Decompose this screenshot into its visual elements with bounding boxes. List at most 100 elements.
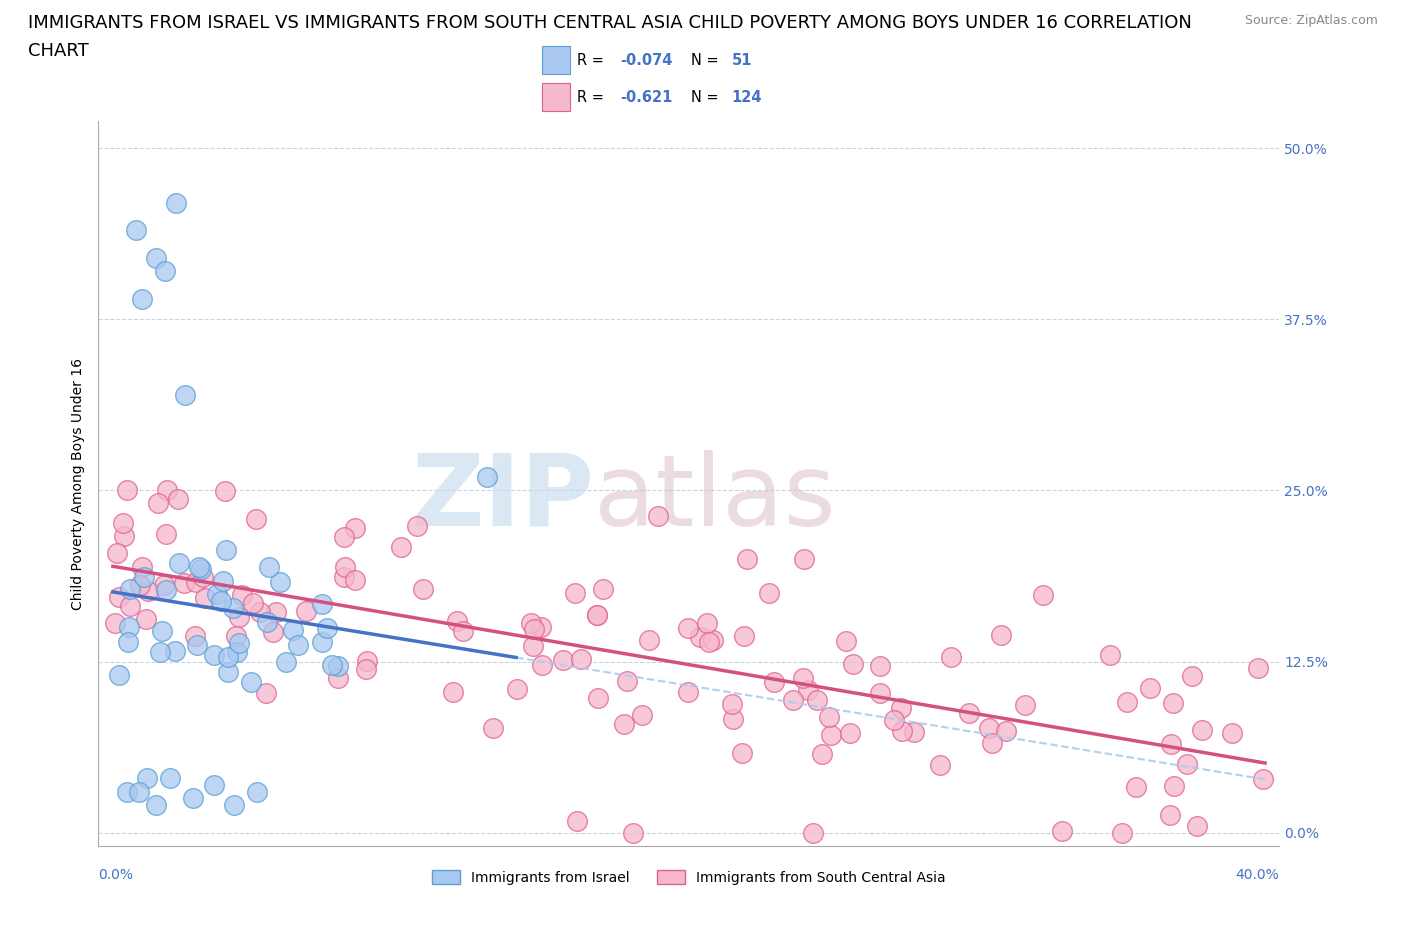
Point [735, 551, 758, 566]
Point [104, 616, 127, 631]
Point [222, 601, 245, 616]
Point [1159, 808, 1181, 823]
Point [1161, 696, 1184, 711]
Point [806, 692, 828, 707]
Point [1163, 779, 1185, 794]
Point [758, 586, 780, 601]
Point [211, 574, 233, 589]
Point [762, 674, 785, 689]
Point [187, 559, 209, 574]
Point [523, 621, 546, 636]
Point [120, 581, 142, 596]
Point [112, 515, 135, 530]
Point [702, 632, 724, 647]
Point [721, 697, 744, 711]
Point [274, 655, 297, 670]
Text: Source: ZipAtlas.com: Source: ZipAtlas.com [1244, 14, 1378, 27]
Point [354, 661, 377, 676]
Point [569, 652, 592, 667]
Point [797, 683, 820, 698]
Bar [541, 46, 569, 74]
Text: 0.0%: 0.0% [98, 868, 134, 882]
Point [333, 530, 356, 545]
Point [890, 700, 912, 715]
Point [520, 616, 543, 631]
Point [165, 195, 187, 210]
Point [245, 512, 267, 526]
Point [136, 584, 159, 599]
Point [733, 629, 755, 644]
Point [676, 684, 699, 699]
Point [406, 519, 429, 534]
Point [1139, 680, 1161, 695]
Point [264, 604, 287, 619]
Point [482, 721, 505, 736]
Point [820, 728, 842, 743]
Legend: Immigrants from Israel, Immigrants from South Central Asia: Immigrants from Israel, Immigrants from … [426, 864, 952, 890]
Point [294, 604, 316, 618]
Point [311, 635, 333, 650]
Text: ZIP: ZIP [412, 449, 595, 547]
Text: R =: R = [578, 89, 609, 104]
Point [696, 616, 718, 631]
Point [190, 562, 212, 577]
Point [115, 483, 138, 498]
Point [332, 569, 354, 584]
Point [191, 569, 214, 584]
Point [186, 637, 208, 652]
Point [163, 644, 186, 658]
Point [326, 671, 349, 685]
Text: CHART: CHART [28, 42, 89, 60]
Point [1050, 823, 1073, 838]
Point [1175, 756, 1198, 771]
Point [451, 623, 474, 638]
Point [125, 223, 148, 238]
Point [835, 633, 858, 648]
Text: N =: N = [692, 89, 724, 104]
Point [281, 622, 304, 637]
Point [1253, 772, 1275, 787]
Point [731, 746, 754, 761]
Point [222, 798, 245, 813]
Point [214, 483, 236, 498]
Point [613, 717, 636, 732]
Text: 40.0%: 40.0% [1236, 868, 1279, 882]
Point [530, 619, 553, 634]
Point [623, 825, 645, 840]
Point [259, 559, 281, 574]
Point [311, 597, 333, 612]
Point [108, 590, 131, 604]
Point [1099, 648, 1122, 663]
Point [1116, 695, 1139, 710]
Point [167, 491, 190, 506]
Point [269, 575, 291, 590]
Point [592, 581, 614, 596]
Point [689, 630, 711, 644]
Point [117, 634, 139, 649]
Point [217, 665, 239, 680]
Point [811, 747, 834, 762]
Point [838, 725, 860, 740]
Point [246, 784, 269, 799]
Point [389, 539, 412, 554]
Point [890, 724, 912, 738]
Point [228, 610, 250, 625]
Point [522, 639, 544, 654]
Point [344, 521, 367, 536]
Point [869, 685, 891, 700]
Point [120, 599, 142, 614]
Point [155, 526, 177, 541]
Text: atlas: atlas [595, 449, 837, 547]
Point [585, 607, 607, 622]
Point [156, 483, 179, 498]
Point [446, 614, 468, 629]
Y-axis label: Child Poverty Among Boys Under 16: Child Poverty Among Boys Under 16 [72, 358, 86, 609]
Text: IMMIGRANTS FROM ISRAEL VS IMMIGRANTS FROM SOUTH CENTRAL ASIA CHILD POVERTY AMONG: IMMIGRANTS FROM ISRAEL VS IMMIGRANTS FRO… [28, 14, 1192, 32]
Point [1032, 588, 1054, 603]
Point [131, 291, 153, 306]
Point [114, 528, 136, 543]
Point [531, 658, 554, 672]
Point [842, 657, 865, 671]
Point [153, 578, 176, 592]
Text: R =: R = [578, 53, 609, 68]
